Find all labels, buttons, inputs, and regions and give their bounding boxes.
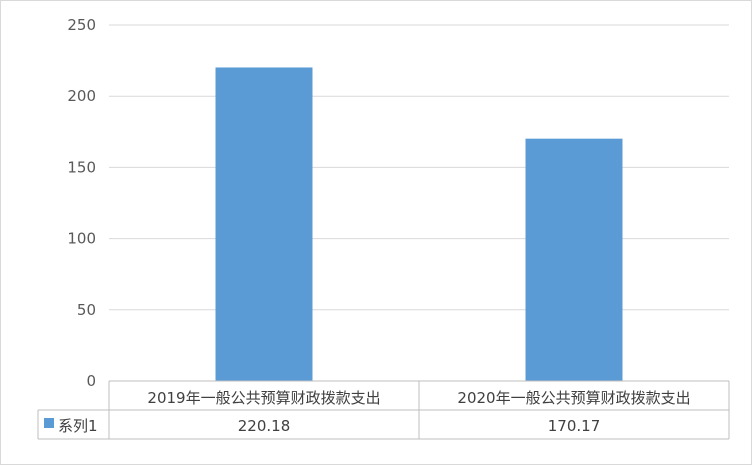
y-tick-label: 100: [67, 230, 96, 248]
y-tick-label: 50: [77, 301, 96, 319]
bar: [525, 138, 623, 381]
bar: [215, 67, 313, 381]
y-tick-label: 200: [67, 87, 96, 105]
legend-label: 系列1: [58, 417, 98, 435]
y-tick-label: 0: [86, 372, 96, 390]
data-table-value: 170.17: [548, 417, 601, 435]
category-label: 2020年一般公共预算财政拨款支出: [457, 389, 690, 407]
category-label: 2019年一般公共预算财政拨款支出: [147, 389, 380, 407]
data-table-value: 220.18: [238, 417, 291, 435]
y-tick-label: 150: [67, 158, 96, 176]
y-tick-label: 250: [67, 16, 96, 34]
legend-swatch: [44, 418, 54, 428]
